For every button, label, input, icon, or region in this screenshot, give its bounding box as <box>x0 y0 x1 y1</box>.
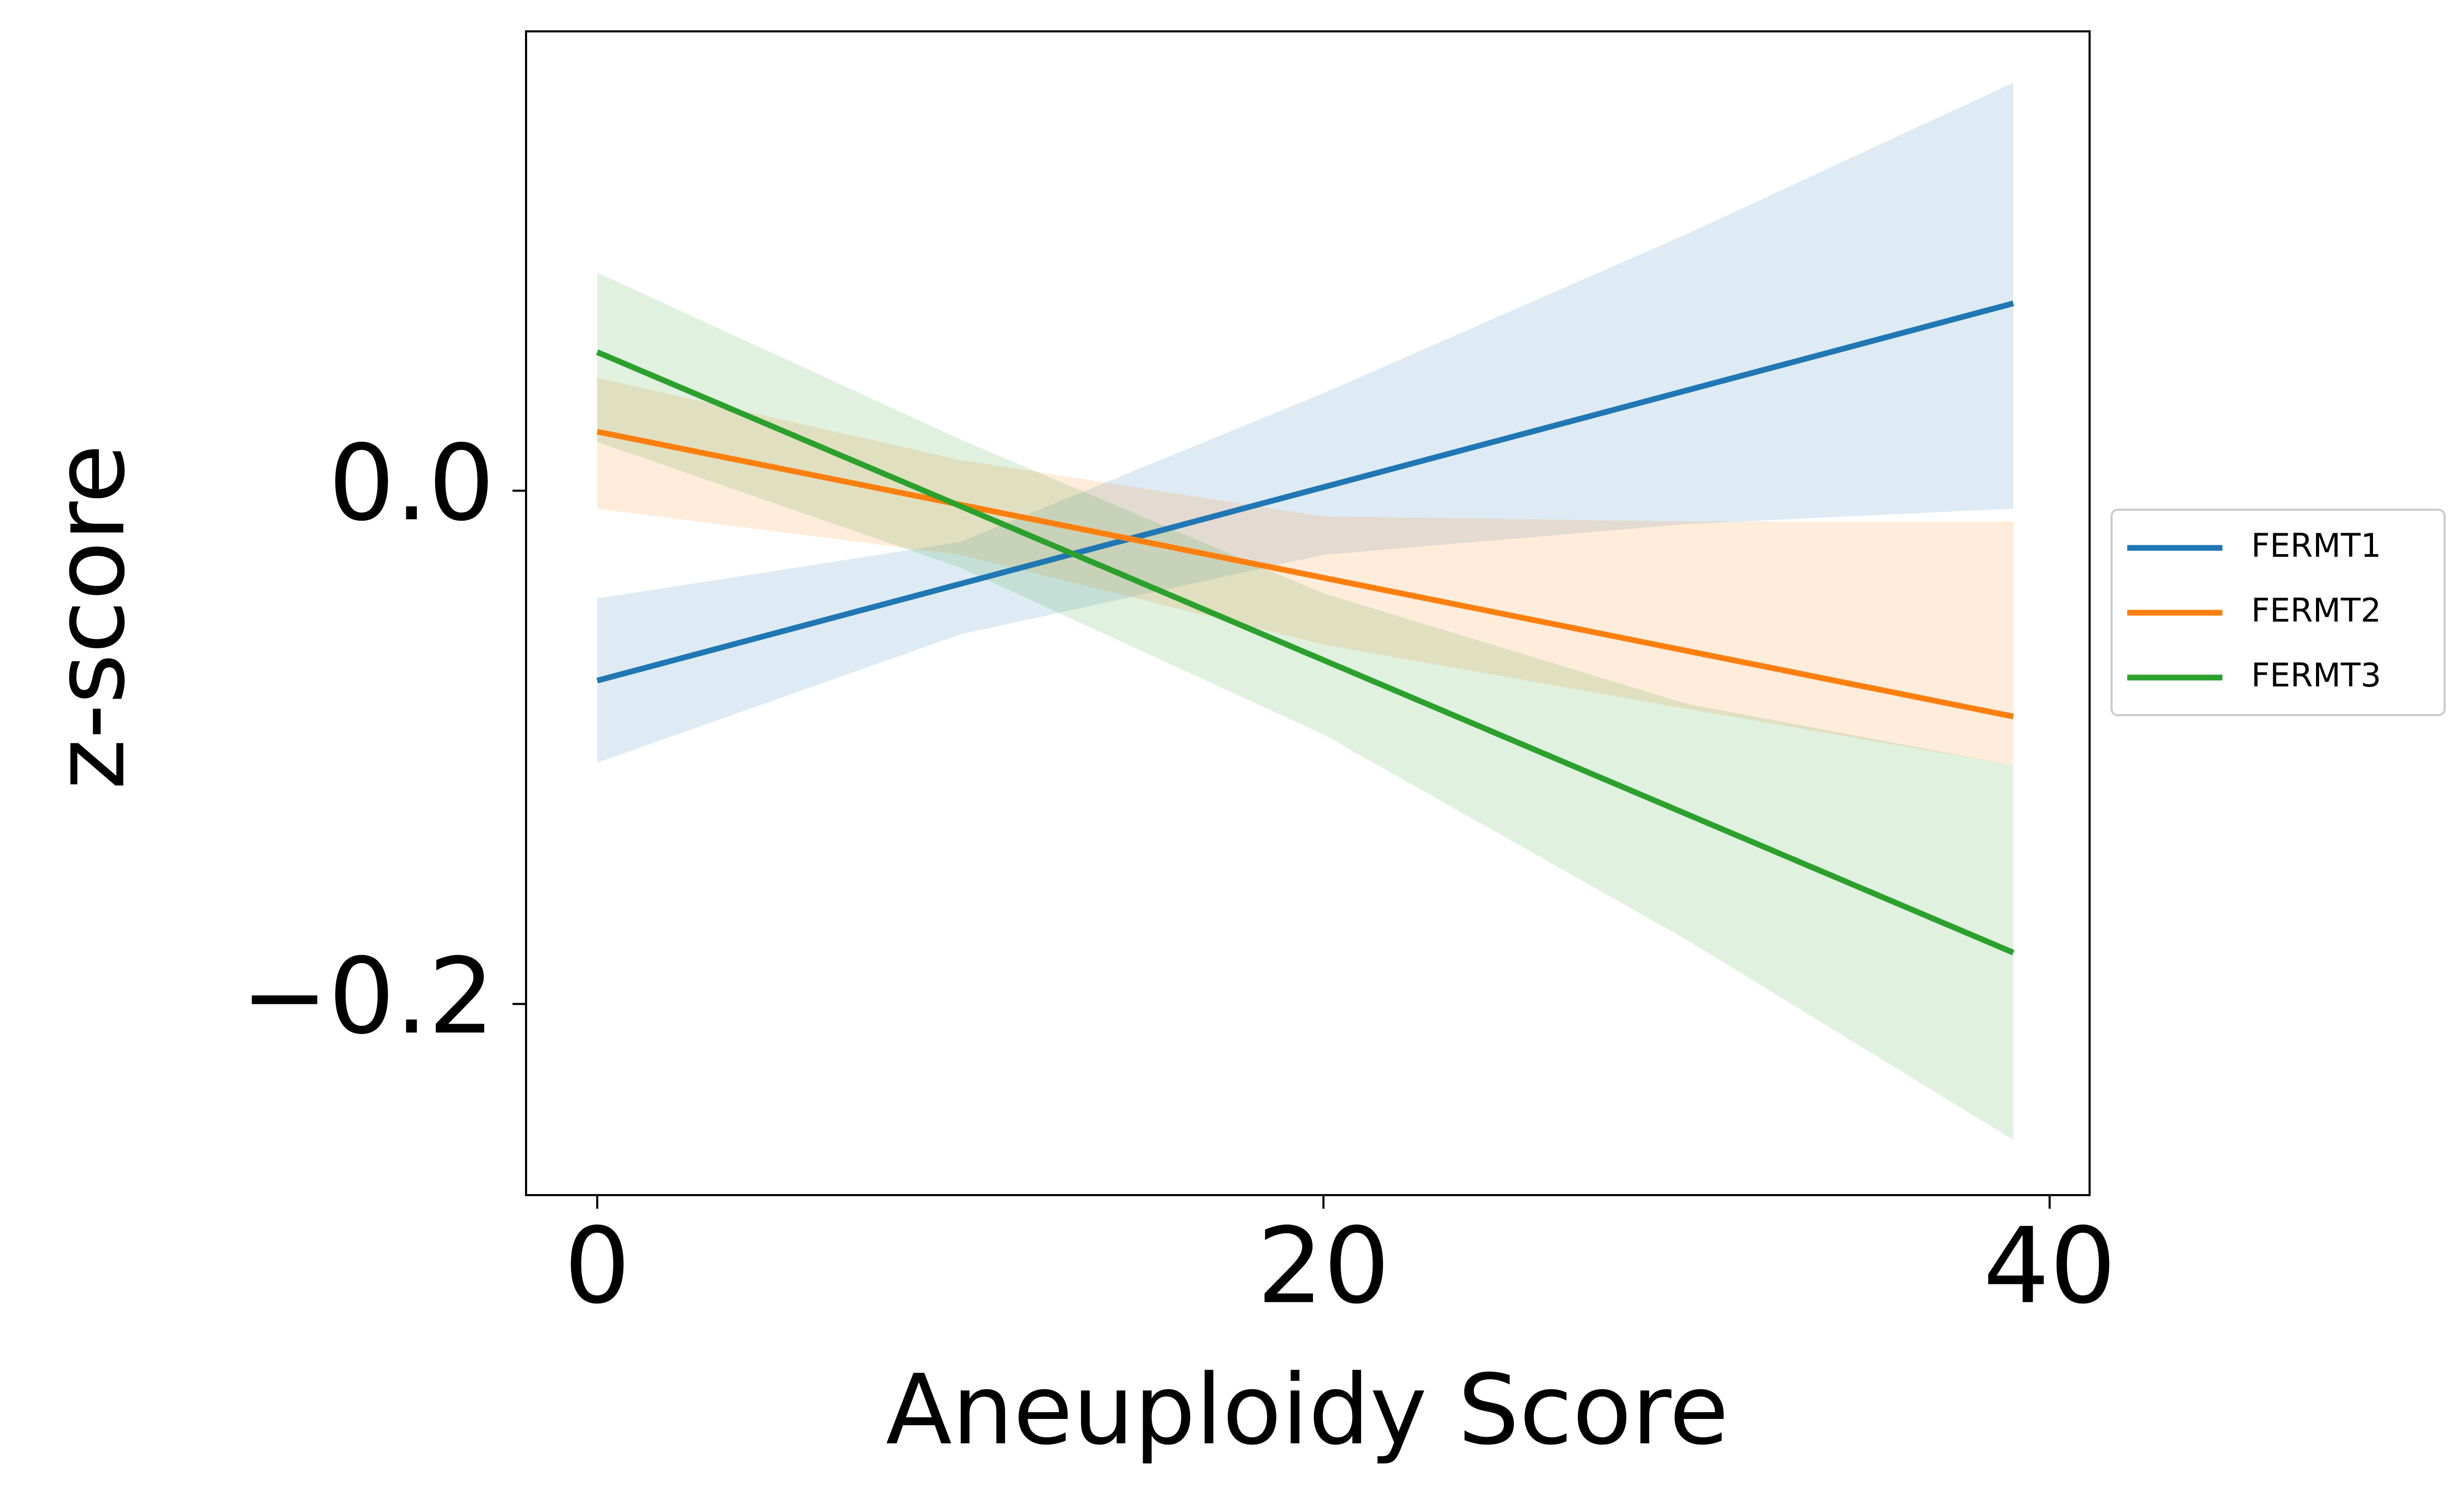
legend-label: FERMT1 <box>2251 526 2381 565</box>
legend-box <box>2111 509 2446 716</box>
plot-frame <box>525 30 2091 1196</box>
legend-label: FERMT3 <box>2251 656 2381 694</box>
legend-label: FERMT2 <box>2251 591 2381 629</box>
x-axis-label: Aneuploidy Score <box>886 1354 1729 1466</box>
x-tick-label: 40 <box>1983 1206 2116 1327</box>
regression-line <box>597 429 2014 719</box>
x-tick-label: 0 <box>564 1206 630 1327</box>
regression-line <box>596 349 2015 956</box>
y-tick-label: 0.0 <box>328 422 495 544</box>
confidence-band <box>597 272 2014 1140</box>
y-tick-label: −0.2 <box>241 936 495 1058</box>
legend: FERMT1 FERMT2 FERMT3 <box>2111 509 2446 716</box>
x-tick-label: 20 <box>1257 1206 1390 1327</box>
y-axis-label: z-score <box>33 444 146 790</box>
confidence-band <box>597 83 2014 763</box>
regression-line <box>596 300 2014 684</box>
